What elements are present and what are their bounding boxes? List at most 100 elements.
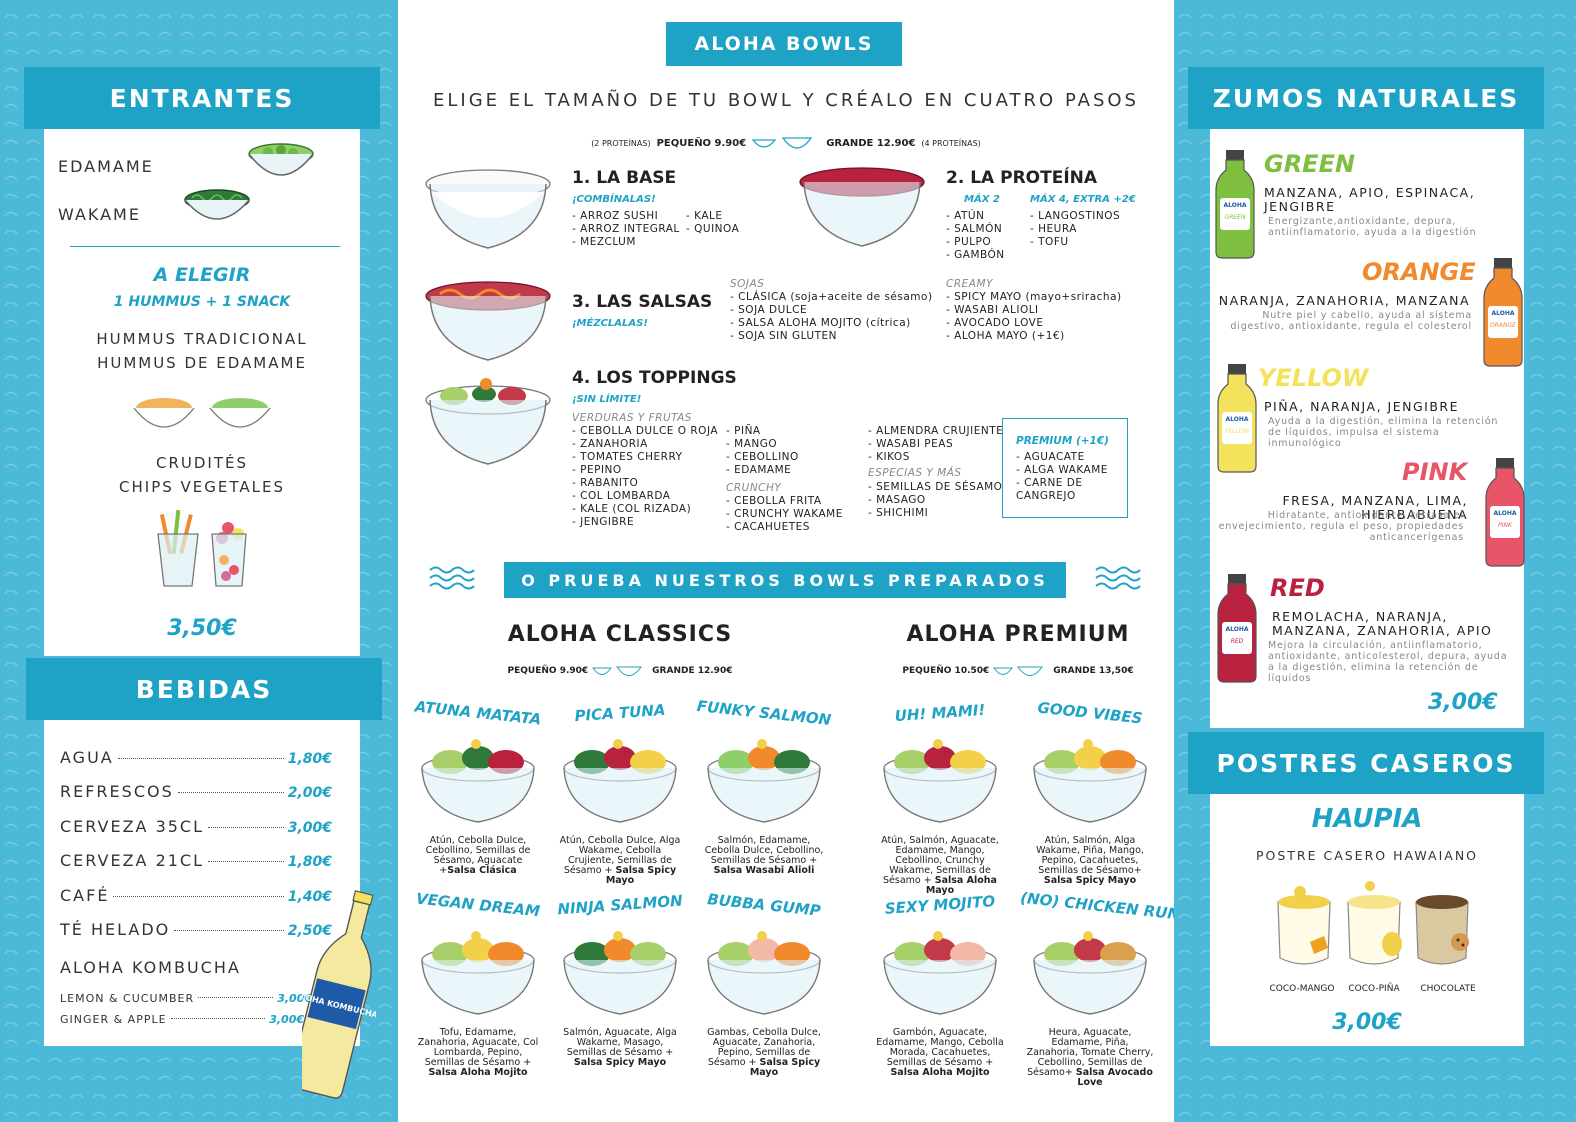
prepared-bowl-description: Atún, Salmón, Alga Wakame, Piña, Mango, … — [1026, 836, 1154, 886]
snack-crudites: CRUDITÉS — [155, 454, 248, 472]
creamy-list: SPICY MAYO (mayo+sriracha)WASABI ALIOLIA… — [946, 291, 1122, 343]
prepared-bowl-name: NINJA SALMON — [556, 891, 684, 919]
edamame-bowl-image — [248, 143, 314, 176]
crunchy-title: CRUNCHY — [726, 482, 782, 494]
prepared-bowl-sauce: Salsa Clásica — [447, 865, 517, 876]
juice-name: RED — [1270, 574, 1325, 602]
bebida-row: CAFÉ 1,40€ — [60, 886, 332, 905]
entrantes-header: ENTRANTES — [24, 67, 380, 129]
protein-bowl-image — [799, 167, 925, 247]
entrantes-price: 3,50€ — [167, 616, 237, 641]
juice-description: Nutre piel y cabello, ayuda al sistema d… — [1230, 310, 1472, 332]
juice-bottle-label: ORANGE — [1490, 322, 1516, 329]
juice-bottle-image — [1217, 574, 1257, 683]
prepared-bowl-description: Tofu, Edamame, Zanahoria, Aguacate, Col … — [414, 1028, 542, 1078]
flavor-coco-mango: COCO-MANGO — [1269, 984, 1335, 994]
snack-cups-image — [157, 509, 247, 587]
step2-max4: MÁX 4, EXTRA +2€ — [1030, 194, 1136, 205]
size-small-note: (2 PROTEÍNAS) — [591, 138, 651, 148]
bebida-row: REFRESCOS 2,00€ — [60, 782, 332, 801]
prepared-bowl-sauce: Salsa Spicy Mayo — [605, 865, 677, 886]
flavor-coco-pina: COCO-PIÑA — [1348, 984, 1400, 994]
prepared-bowl-description: Gambas, Cebolla Dulce, Aguacate, Zanahor… — [700, 1028, 828, 1078]
juice-bottle-brand: ALOHA — [1225, 416, 1249, 423]
prepared-bowl-image — [707, 739, 821, 823]
crunchy-list: CEBOLLA FRITACRUNCHY WAKAMECACAHUETES — [726, 495, 843, 534]
prepared-bowl-image — [883, 739, 997, 823]
bebida-row: AGUA 1,80€ — [60, 748, 332, 767]
bebida-row: CERVEZA 35CL 3,00€ — [60, 817, 332, 836]
step2-max2: MÁX 2 — [964, 194, 1000, 205]
bebidas-panel — [44, 700, 360, 1046]
prepared-bowl-name: ATUNA MATATA — [413, 697, 543, 729]
prepared-bowl-name: (NO) CHICKEN RUN — [1019, 888, 1181, 924]
juice-name: ORANGE — [1362, 258, 1476, 286]
step1-title: 1. LA BASE — [572, 168, 677, 188]
zumos-panel — [1210, 108, 1524, 728]
juice-ingredients: FRESA, MANZANA, LIMA, HIERBABUENA — [1282, 493, 1468, 522]
haupia-title: HAUPIA — [1311, 804, 1423, 834]
prepared-bowl-description: Gambón, Aguacate, Edamame, Mango, Ceboll… — [876, 1028, 1004, 1078]
prepared-bowl-image — [563, 739, 677, 823]
prepared-bowl-description: Atún, Cebolla Dulce, Alga Wakame, Ceboll… — [556, 836, 684, 886]
size-big-note: (4 PROTEÍNAS) — [921, 138, 981, 148]
prepared-bowl-name: BUBBA GUMP — [706, 890, 822, 920]
prepared-bowl-image — [1033, 739, 1147, 823]
postres-title: POSTRES CASEROS — [1216, 748, 1516, 778]
entrante-edamame: EDAMAME — [58, 157, 154, 176]
juice-description: Hidratante, antioxidante, retrasa el env… — [1218, 510, 1464, 543]
zumos-header: ZUMOS NATURALES — [1188, 67, 1544, 129]
classics-title: ALOHA CLASSICS — [507, 622, 733, 647]
prepared-bowl-ingredients: Tofu, Edamame, Zanahoria, Aguacate, Col … — [417, 1027, 539, 1068]
juice-bottle-image — [1485, 458, 1525, 567]
prepared-bowl-sauce: Salsa Spicy Mayo — [1043, 875, 1137, 886]
fruit-list: PIÑAMANGOCEBOLLINOEDAMAME — [726, 425, 799, 477]
juice-ingredients: REMOLACHA, NARANJA, MANZANA, ZANAHORIA, … — [1272, 609, 1493, 638]
step2-list-a: ATÚNSALMÓNPULPOGAMBÓN — [946, 210, 1005, 262]
prepared-bowl-image — [883, 931, 997, 1015]
juice-bottle-label: YELLOW — [1224, 428, 1250, 435]
size-selector: (2 PROTEÍNAS) PEQUEÑO 9.90€ GRANDE 12.90… — [398, 134, 1174, 152]
step2-title: 2. LA PROTEÍNA — [946, 168, 1098, 188]
juice-ingredients: MANZANA, APIO, ESPINACA, JENGIBRE — [1264, 185, 1476, 214]
prepared-bowl-sauce: Salsa Aloha Mojito — [428, 1067, 528, 1078]
prepared-bowl-image — [421, 931, 535, 1015]
bebidas-header: BEBIDAS — [26, 658, 382, 720]
elegir-title: A ELEGIR — [153, 264, 251, 286]
spice-title: ESPECIAS Y MÁS — [868, 467, 962, 479]
prepared-bowl-ingredients: Atún, Cebolla Dulce, Alga Wakame, Ceboll… — [559, 835, 681, 876]
prepared-bowl-ingredients: Salmón, Aguacate, Alga Wakame, Masago, S… — [563, 1027, 677, 1058]
soja-title: SOJAS — [730, 278, 765, 290]
juice-bottle-label: PINK — [1498, 522, 1512, 529]
soja-list: CLÁSICA (soja+aceite de sésamo)SOJA DULC… — [730, 291, 933, 343]
juice-description: Ayuda a la digestión, elimina la retenci… — [1268, 416, 1499, 449]
juice-bottle-label: GREEN — [1224, 214, 1246, 221]
flavor-chocolate: CHOCOLATE — [1420, 984, 1476, 994]
prepared-bowl-image — [707, 931, 821, 1015]
juice-description: Mejora la circulación, antiinflamatorio,… — [1268, 640, 1508, 684]
prepared-bowl-ingredients: Atún, Salmón, Aguacate, Edamame, Mango, … — [881, 835, 999, 886]
center-subtitle: ELIGE EL TAMAÑO DE TU BOWL Y CRÉALO EN C… — [433, 90, 1139, 111]
hummus-bowls-image — [133, 398, 271, 428]
classics-sizes: PEQUEÑO 9.90€ GRANDE 12.90€ — [507, 666, 733, 676]
big-bowl-icon — [782, 137, 813, 149]
veg-title: VERDURAS Y FRUTAS — [572, 412, 692, 424]
toppings-bowl-image — [425, 378, 551, 465]
prepared-bowl-sauce: Salsa Spicy Mayo — [573, 1057, 667, 1068]
prepared-bowl-image — [421, 739, 535, 823]
base-bowl-image — [425, 169, 551, 249]
step3-title: 3. LAS SALSAS — [572, 292, 713, 312]
entrantes-divider — [70, 246, 340, 247]
step2-list-b: LANGOSTINOSHEURATOFU — [1030, 210, 1120, 249]
kombucha-row: GINGER & APPLE 3,00€ — [60, 1013, 304, 1026]
zumos-price: 3,00€ — [1428, 690, 1498, 715]
prepared-bowl-name: GOOD VIBES — [1036, 698, 1144, 728]
prepared-bowl-sauce: Salsa Avocado Love — [1075, 1067, 1153, 1088]
prepared-bowl-name: FUNKY SALMON — [695, 696, 833, 729]
prepared-bowl-description: Atún, Salmón, Aguacate, Edamame, Mango, … — [876, 836, 1004, 896]
aloha-bowls-title: ALOHA BOWLS — [694, 33, 874, 55]
haupia-cups-image — [1277, 881, 1469, 965]
premium-title: PREMIUM (+1€) — [1016, 435, 1109, 447]
prepared-bowl-description: Atún, Cebolla Dulce, Cebollino, Semillas… — [414, 836, 542, 876]
juice-ingredients: NARANJA, ZANAHORIA, MANZANA — [1218, 293, 1470, 308]
